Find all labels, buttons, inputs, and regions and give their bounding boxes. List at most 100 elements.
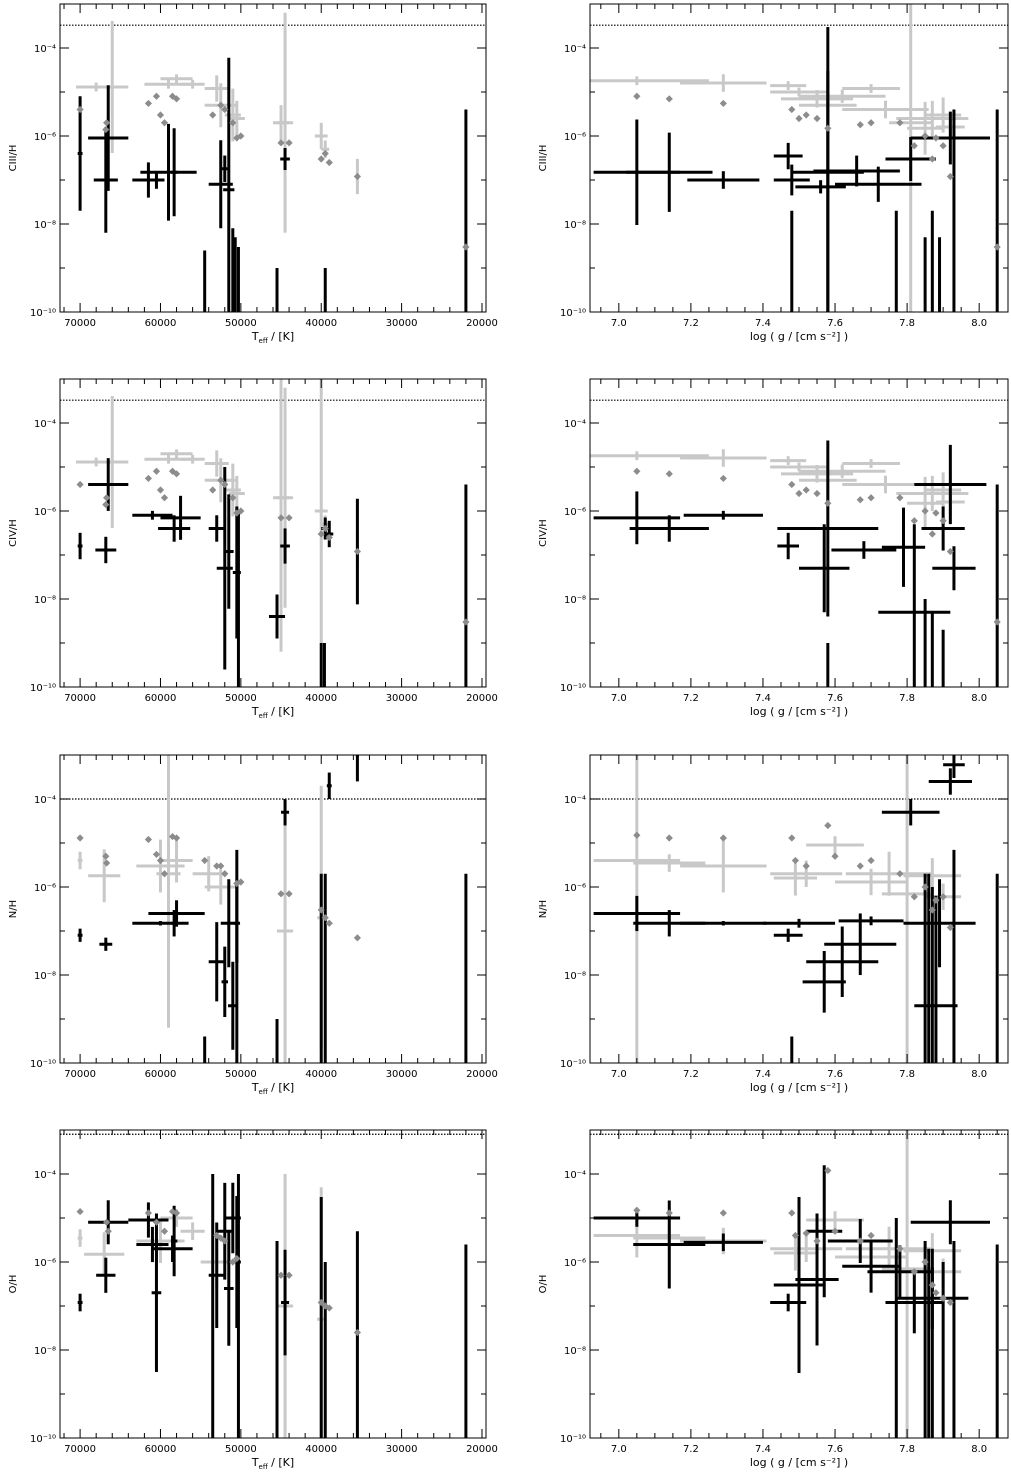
gray-diamond-point — [932, 134, 940, 142]
x-tick-label: 70000 — [64, 693, 96, 704]
gray-diamond-point — [317, 530, 325, 538]
gray-diamond-point — [160, 870, 169, 878]
gray-diamond-point — [932, 896, 940, 904]
gray-diamond-point — [353, 934, 361, 942]
gray-diamond-point — [103, 119, 111, 127]
gray-diamond-point — [277, 514, 285, 522]
gray-diamond-point — [867, 1231, 875, 1240]
gray-diamond-point — [285, 514, 293, 522]
gray-diamond-point — [633, 92, 641, 100]
gray-diamond-point — [172, 95, 181, 103]
gray-diamond-point — [932, 509, 940, 517]
y-axis-label: N/H — [538, 900, 549, 918]
x-axis-label: log ( g / [cm s⁻²] ) — [750, 330, 848, 343]
x-axis-label: log ( g / [cm s⁻²] ) — [750, 1081, 848, 1094]
gray-diamond-point — [719, 834, 727, 842]
gray-diamond-point — [719, 99, 727, 108]
x-axis-label-rest: / [K] — [268, 330, 295, 343]
gray-diamond-point — [928, 530, 936, 538]
gray-diamond-point — [831, 852, 839, 860]
y-tick-label: 10⁻¹⁰ — [560, 308, 586, 319]
x-tick-label: 7.4 — [755, 693, 771, 704]
y-tick-label: 10⁻⁶ — [34, 883, 56, 894]
gray-diamond-point — [928, 906, 936, 914]
x-tick-label: 7.6 — [827, 693, 843, 704]
x-tick-label: 50000 — [225, 1069, 257, 1080]
gray-diamond-point — [939, 142, 947, 150]
x-tick-label: 8.0 — [971, 318, 987, 329]
gray-diamond-point — [813, 489, 821, 498]
y-tick-label: 10⁻⁶ — [564, 132, 586, 143]
x-tick-label: 60000 — [145, 1069, 177, 1080]
gray-diamond-point — [353, 172, 361, 181]
gray-diamond-point — [285, 890, 293, 898]
y-tick-label: 10⁻¹⁰ — [30, 1059, 56, 1070]
y-tick-label: 10⁻⁸ — [34, 595, 56, 606]
gray-diamond-point — [939, 1294, 947, 1302]
gray-diamond-point — [277, 139, 285, 147]
gray-diamond-point — [856, 496, 864, 504]
gray-diamond-point — [217, 476, 225, 484]
gray-diamond-point — [788, 834, 796, 842]
gray-diamond-point — [152, 850, 161, 859]
gray-diamond-point — [939, 517, 947, 525]
gray-diamond-point — [285, 139, 293, 147]
gray-diamond-point — [277, 890, 285, 898]
x-tick-label: 7.2 — [683, 1069, 699, 1080]
x-tick-label: 7.8 — [899, 1444, 915, 1455]
chart-panel-1: 10⁻¹⁰ 10⁻⁸ 10⁻⁶ 10⁻⁴ 70000 60000 50000 40000 300… — [8, 3, 498, 345]
gray-diamond-point — [217, 1234, 225, 1242]
y-tick-label: 10⁻⁸ — [34, 1346, 56, 1357]
x-tick-label: 30000 — [386, 318, 418, 329]
gray-diamond-point — [462, 618, 470, 626]
y-tick-label: 10⁻⁶ — [564, 507, 586, 518]
x-tick-label: 7.0 — [611, 318, 627, 329]
data-marks — [590, 1130, 1008, 1438]
x-axis-label-T: T — [251, 1456, 259, 1469]
y-axis-label: CIII/H — [538, 145, 549, 172]
x-tick-label: 40000 — [305, 1444, 337, 1455]
x-tick-label: 7.0 — [611, 1444, 627, 1455]
x-axis-label-sub: eff — [259, 337, 268, 345]
gray-diamond-point — [993, 618, 1001, 626]
x-tick-label: 7.4 — [755, 1444, 771, 1455]
chart-panel-6: 10⁻¹⁰ 10⁻⁸ 10⁻⁶ 10⁻⁴ 7.0 7.2 7.4 7.6 7.8 8.0 N/H lo… — [538, 754, 1009, 1094]
gray-diamond-point — [201, 856, 209, 865]
gray-diamond-point — [946, 547, 954, 556]
gray-diamond-point — [317, 1298, 325, 1307]
x-tick-label: 60000 — [145, 693, 177, 704]
gray-diamond-point — [824, 499, 832, 507]
x-tick-label: 60000 — [145, 1444, 177, 1455]
x-tick-label: 8.0 — [971, 1444, 987, 1455]
y-axis-label: O/H — [8, 1275, 19, 1294]
gray-diamond-point — [229, 1258, 237, 1266]
gray-diamond-point — [233, 1254, 241, 1263]
x-tick-label: 7.8 — [899, 318, 915, 329]
data-marks — [590, 399, 1008, 687]
gray-diamond-point — [896, 494, 904, 502]
x-axis-label-T: T — [251, 705, 259, 718]
gray-diamond-point — [102, 125, 110, 134]
x-tick-label: 8.0 — [971, 1069, 987, 1080]
x-tick-label: 50000 — [225, 693, 257, 704]
y-tick-label: 10⁻⁸ — [34, 971, 56, 982]
y-tick-label: 10⁻⁸ — [564, 971, 586, 982]
x-tick-label: 50000 — [225, 1444, 257, 1455]
axes-frame — [59, 1129, 487, 1439]
gray-diamond-point — [921, 507, 929, 515]
gray-diamond-point — [824, 821, 832, 830]
gray-diamond-point — [103, 494, 111, 502]
x-axis-label-rest: / [K] — [268, 705, 295, 718]
x-tick-label: 20000 — [466, 1069, 498, 1080]
gray-diamond-point — [867, 494, 875, 502]
x-tick-label: 70000 — [64, 1069, 96, 1080]
y-tick-label: 10⁻⁶ — [34, 132, 56, 143]
gray-diamond-point — [172, 834, 181, 842]
y-tick-label: 10⁻⁴ — [564, 1170, 586, 1181]
gray-diamond-point — [172, 1209, 181, 1217]
x-axis-label-sub: eff — [259, 712, 268, 720]
y-tick-label: 10⁻⁸ — [564, 1346, 586, 1357]
x-axis-label: Teff / [K] — [251, 1456, 294, 1471]
gray-diamond-point — [993, 243, 1001, 251]
gray-diamond-point — [633, 831, 641, 839]
